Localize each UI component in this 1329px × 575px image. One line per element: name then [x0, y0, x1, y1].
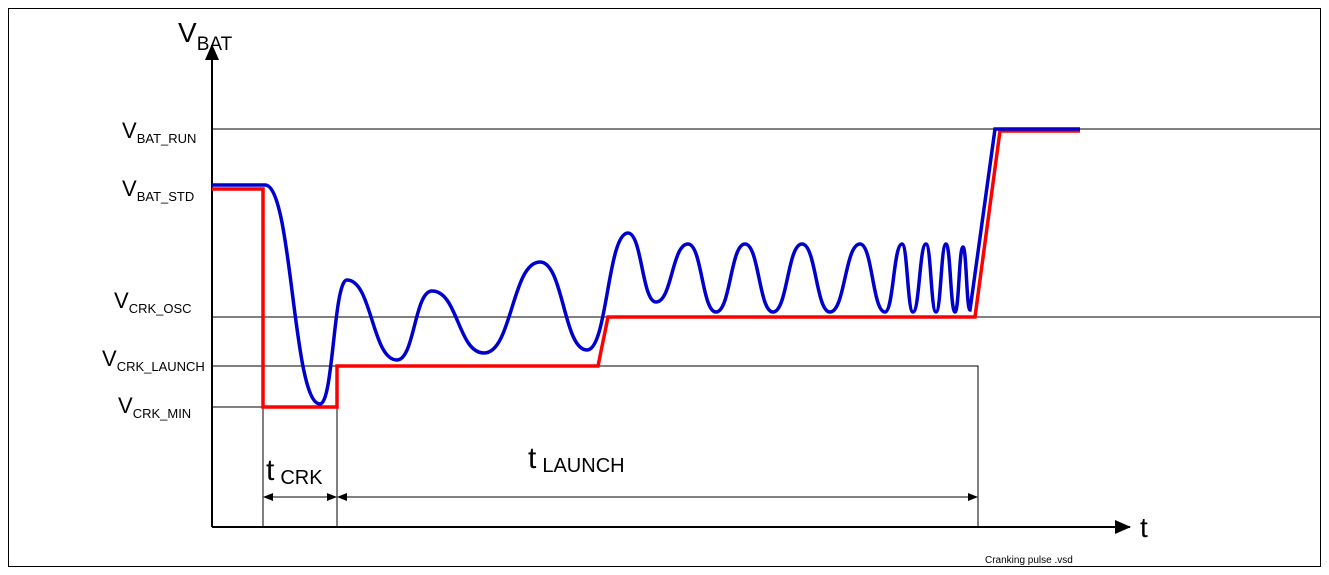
interval-label: t CRK	[266, 454, 323, 489]
label-main: t	[528, 442, 537, 475]
label-main: V	[102, 346, 117, 371]
label-sub: BAT_STD	[137, 189, 195, 204]
label-main: V	[114, 288, 129, 313]
label-sub: LAUNCH	[542, 455, 624, 477]
level-label: VBAT_RUN	[122, 118, 196, 146]
label-sub: CRK	[280, 467, 323, 489]
level-label: VBAT_STD	[122, 176, 194, 204]
footer: Cranking pulse .vsd	[985, 555, 1073, 566]
label-sub: BAT	[197, 34, 233, 55]
label-sub: CRK_MIN	[133, 406, 192, 421]
level-label: VCRK_LAUNCH	[102, 346, 205, 374]
label-main: V	[122, 118, 137, 143]
level-label: VCRK_MIN	[118, 393, 191, 421]
label-main: V	[178, 17, 197, 48]
level-label: VCRK_OSC	[114, 288, 192, 316]
frame	[8, 8, 1321, 567]
battery-voltage	[212, 127, 1080, 406]
label-sub: CRK_LAUNCH	[117, 359, 205, 374]
min-envelope	[212, 129, 1080, 409]
label-main: V	[122, 176, 137, 201]
y-axis-label: VBAT	[178, 17, 233, 55]
x-axis-label: t	[1140, 512, 1148, 543]
label-sub: BAT_RUN	[137, 131, 197, 146]
label-main: V	[118, 393, 133, 418]
interval-label: t LAUNCH	[528, 442, 625, 477]
label-sub: CRK_OSC	[129, 301, 192, 316]
label-main: t	[266, 454, 275, 487]
